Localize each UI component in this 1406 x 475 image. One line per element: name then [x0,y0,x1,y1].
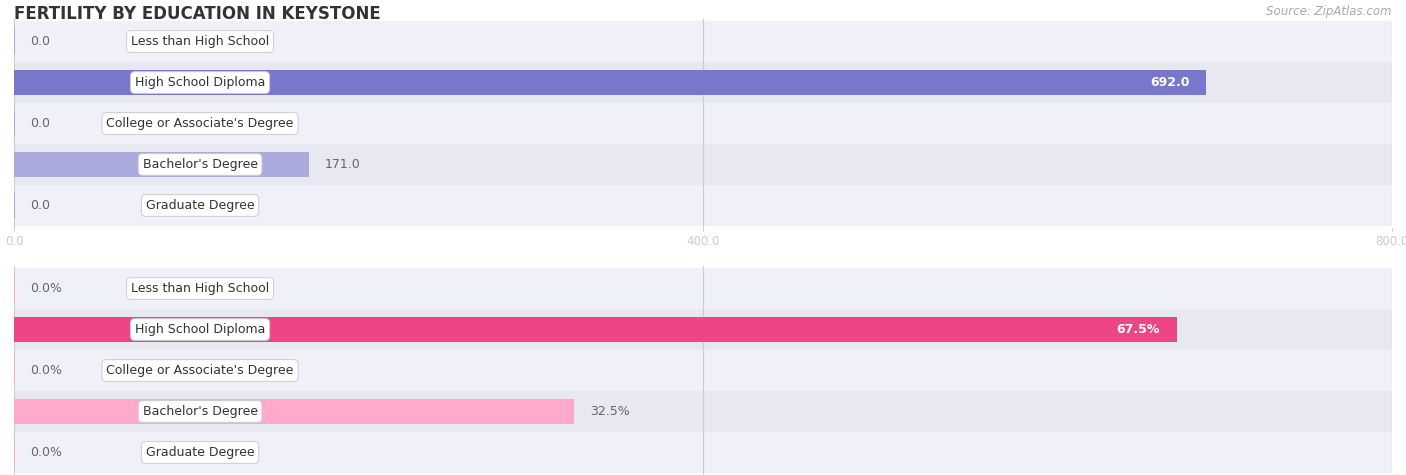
Bar [14,21,1406,62]
Bar [14,350,1406,391]
Text: Less than High School: Less than High School [131,35,269,48]
Text: 692.0: 692.0 [1150,76,1189,89]
Text: Less than High School: Less than High School [131,282,269,295]
Text: FERTILITY BY EDUCATION IN KEYSTONE: FERTILITY BY EDUCATION IN KEYSTONE [14,5,381,23]
Text: High School Diploma: High School Diploma [135,323,266,336]
Bar [14,391,1406,432]
Bar [14,399,574,424]
Text: Graduate Degree: Graduate Degree [146,446,254,459]
Bar [14,185,1406,226]
Bar [14,103,1406,144]
Bar [14,62,1406,103]
Text: Graduate Degree: Graduate Degree [146,199,254,212]
Bar [14,432,1406,473]
Text: 0.0: 0.0 [31,35,51,48]
Text: College or Associate's Degree: College or Associate's Degree [107,117,294,130]
Text: Source: ZipAtlas.com: Source: ZipAtlas.com [1267,5,1392,18]
Bar [14,70,1206,95]
Text: 0.0: 0.0 [31,199,51,212]
Text: 0.0%: 0.0% [31,446,63,459]
Text: College or Associate's Degree: College or Associate's Degree [107,364,294,377]
Bar [14,144,1406,185]
Text: High School Diploma: High School Diploma [135,76,266,89]
Text: 0.0: 0.0 [31,117,51,130]
Bar [14,152,308,177]
Text: 0.0%: 0.0% [31,282,63,295]
Text: 171.0: 171.0 [325,158,361,171]
Bar [14,268,1406,309]
Text: Bachelor's Degree: Bachelor's Degree [142,158,257,171]
Bar [14,309,1406,350]
Text: 32.5%: 32.5% [591,405,630,418]
Text: Bachelor's Degree: Bachelor's Degree [142,405,257,418]
Text: 67.5%: 67.5% [1116,323,1160,336]
Bar [14,317,1177,342]
Text: 0.0%: 0.0% [31,364,63,377]
